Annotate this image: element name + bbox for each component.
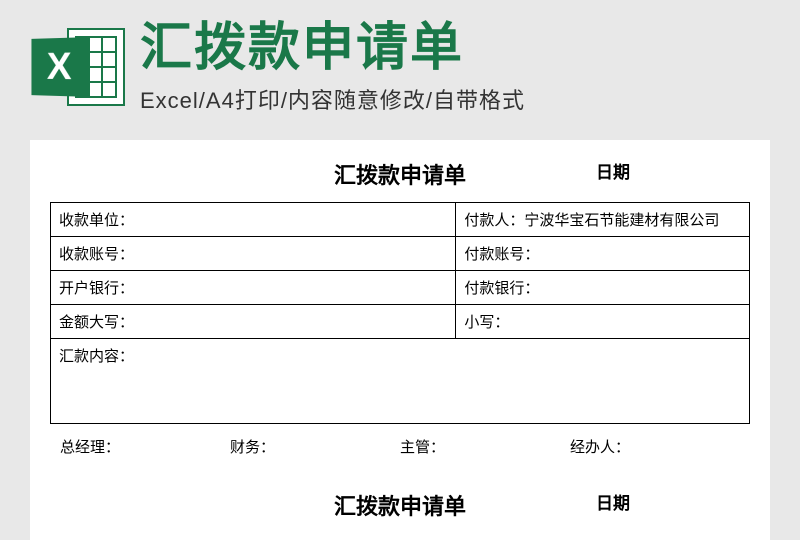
cell-payee-account: 收款账号： xyxy=(51,237,456,271)
table-row: 收款账号： 付款账号： xyxy=(51,237,750,271)
sig-finance: 财务： xyxy=(230,436,400,457)
page-header: X 汇拨款申请单 Excel/A4打印/内容随意修改/自带格式 xyxy=(0,0,800,130)
table-row: 汇款内容： xyxy=(51,339,750,424)
cell-payment-account: 付款账号： xyxy=(456,237,750,271)
cell-amount-number: 小写： xyxy=(456,305,750,339)
signature-row: 总经理： 财务： 主管： 经办人： xyxy=(50,424,750,469)
form-table: 收款单位： 付款人：宁波华宝石节能建材有限公司 收款账号： 付款账号： 开户银行… xyxy=(50,202,750,424)
table-row: 收款单位： 付款人：宁波华宝石节能建材有限公司 xyxy=(51,203,750,237)
excel-icon: X xyxy=(30,20,125,115)
doc-date-label-second: 日期 xyxy=(596,489,630,514)
sig-handler: 经办人： xyxy=(570,436,740,457)
doc-date-label: 日期 xyxy=(596,158,630,183)
sig-manager: 总经理： xyxy=(60,436,230,457)
doc-header: 汇拨款申请单 日期 xyxy=(50,158,750,190)
subtitle: Excel/A4打印/内容随意修改/自带格式 xyxy=(140,83,525,115)
cell-content: 汇款内容： xyxy=(51,339,750,424)
table-row: 开户银行： 付款银行： xyxy=(51,271,750,305)
table-row: 金额大写： 小写： xyxy=(51,305,750,339)
title-block: 汇拨款申请单 Excel/A4打印/内容随意修改/自带格式 xyxy=(140,20,525,115)
cell-payee-unit: 收款单位： xyxy=(51,203,456,237)
cell-amount-words: 金额大写： xyxy=(51,305,456,339)
cell-bank: 开户银行： xyxy=(51,271,456,305)
main-title: 汇拨款申请单 xyxy=(140,20,525,77)
doc-title-second: 汇拨款申请单 xyxy=(334,489,466,521)
document-preview: 汇拨款申请单 日期 收款单位： 付款人：宁波华宝石节能建材有限公司 收款账号： … xyxy=(30,140,770,540)
cell-payment-bank: 付款银行： xyxy=(456,271,750,305)
excel-x-letter: X xyxy=(47,45,72,89)
doc-title: 汇拨款申请单 xyxy=(334,158,466,190)
doc-header-second: 汇拨款申请单 日期 xyxy=(50,489,750,521)
cell-payer: 付款人：宁波华宝石节能建材有限公司 xyxy=(456,203,750,237)
sig-supervisor: 主管： xyxy=(400,436,570,457)
